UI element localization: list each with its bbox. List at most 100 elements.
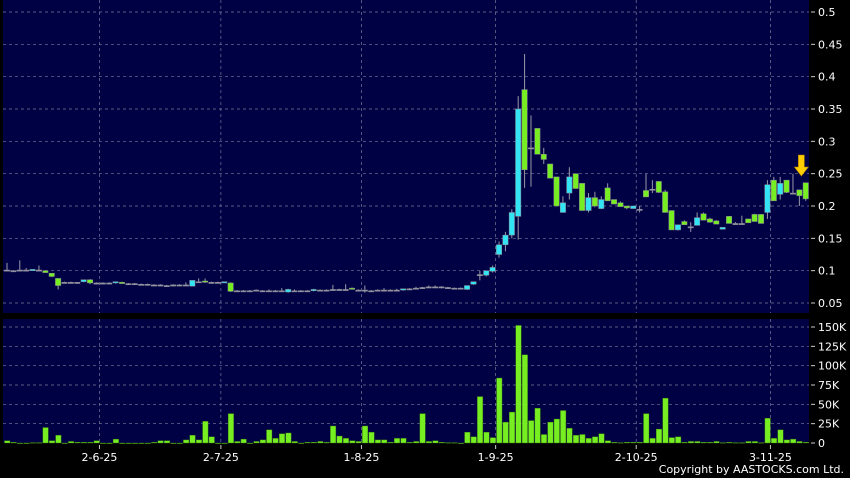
volume-tick-label: 100K [818, 360, 847, 373]
down-arrow-icon [793, 154, 809, 177]
candle [777, 176, 784, 200]
candle-body [413, 287, 419, 290]
candle-body [419, 287, 426, 289]
candle-body [630, 205, 637, 209]
volume-bar [636, 442, 643, 444]
candle-body [732, 223, 739, 225]
volume-bar [668, 437, 675, 444]
candle [42, 270, 49, 273]
candle [131, 282, 138, 286]
candle [4, 262, 10, 272]
candle-body [687, 226, 694, 229]
volume-bar [208, 436, 215, 444]
candle [630, 205, 637, 209]
candle-body [764, 184, 771, 213]
candle [432, 285, 439, 289]
candle-body [10, 270, 17, 273]
volume-bar [100, 442, 107, 444]
candle-body [451, 287, 458, 290]
volume-bars [4, 325, 809, 444]
volume-bar [573, 435, 579, 444]
candle [738, 215, 745, 225]
candles [4, 54, 809, 293]
candle [547, 163, 554, 179]
candle-body [636, 208, 643, 211]
volume-bar [413, 441, 420, 444]
candle-body [591, 197, 598, 207]
volume-bar [17, 442, 23, 444]
candle [655, 181, 662, 194]
volume-bar [426, 441, 432, 444]
candle-body [393, 289, 400, 292]
candle [521, 54, 528, 188]
candle-body [234, 290, 240, 293]
candle [387, 289, 394, 292]
candle [182, 282, 189, 287]
candle [29, 269, 36, 271]
volume-bar [87, 442, 94, 444]
volume-bar [566, 428, 573, 444]
candle-body [668, 210, 675, 231]
volume-bar [432, 440, 439, 444]
volume-bar [387, 442, 394, 444]
volume-bar [394, 438, 400, 444]
candle [559, 196, 566, 213]
candle [649, 180, 656, 194]
candle-body [470, 281, 477, 285]
candle-body [106, 282, 113, 285]
candle-body [425, 286, 432, 289]
candle-body [623, 205, 630, 209]
candle-body [706, 218, 713, 223]
candle-body [36, 269, 42, 272]
candle-body [547, 163, 554, 179]
candle-body [381, 289, 387, 292]
candle [419, 286, 426, 289]
volume-bar [457, 442, 464, 444]
candle [726, 216, 733, 224]
candle-body [444, 287, 451, 289]
candle-body [42, 270, 49, 273]
volume-bar [176, 442, 183, 444]
candle [476, 270, 483, 281]
candle [240, 290, 247, 293]
volume-bar [630, 442, 637, 444]
candle-body [151, 284, 157, 287]
volume-bar [10, 442, 17, 444]
candle-body [195, 281, 202, 284]
volume-panel [3, 319, 809, 443]
volume-bar [547, 421, 554, 444]
volume-bar [74, 442, 81, 444]
date-tick-label: 1-8-25 [343, 451, 379, 464]
volume-bar [80, 442, 87, 444]
candle [553, 176, 560, 207]
candle-body [323, 289, 330, 292]
volume-bar [796, 441, 803, 444]
volume-bar [119, 442, 126, 444]
copyright: Copyright by AASTOCKS.com Ltd. [658, 463, 844, 476]
candle [444, 286, 451, 289]
candle [189, 280, 196, 287]
volume-bar [611, 442, 618, 444]
candle-body [67, 282, 74, 284]
candle [528, 115, 534, 187]
candle [470, 281, 477, 285]
candle [534, 128, 541, 155]
volume-bar [342, 438, 349, 444]
volume-bar [470, 436, 477, 444]
volume-bar [553, 418, 560, 444]
candle-body [770, 179, 777, 202]
candle-body [406, 288, 413, 291]
volume-bar [656, 428, 662, 444]
candle [336, 288, 343, 291]
volume-bar [291, 441, 298, 444]
candle [266, 289, 272, 293]
candle-body [131, 283, 138, 286]
candle-body [528, 147, 534, 150]
candle-body [23, 269, 30, 272]
candle [323, 289, 330, 292]
candle-body [796, 189, 803, 196]
candle [732, 222, 739, 225]
volume-bar [528, 420, 535, 444]
candle-body [783, 179, 790, 193]
volume-bar [713, 441, 720, 444]
